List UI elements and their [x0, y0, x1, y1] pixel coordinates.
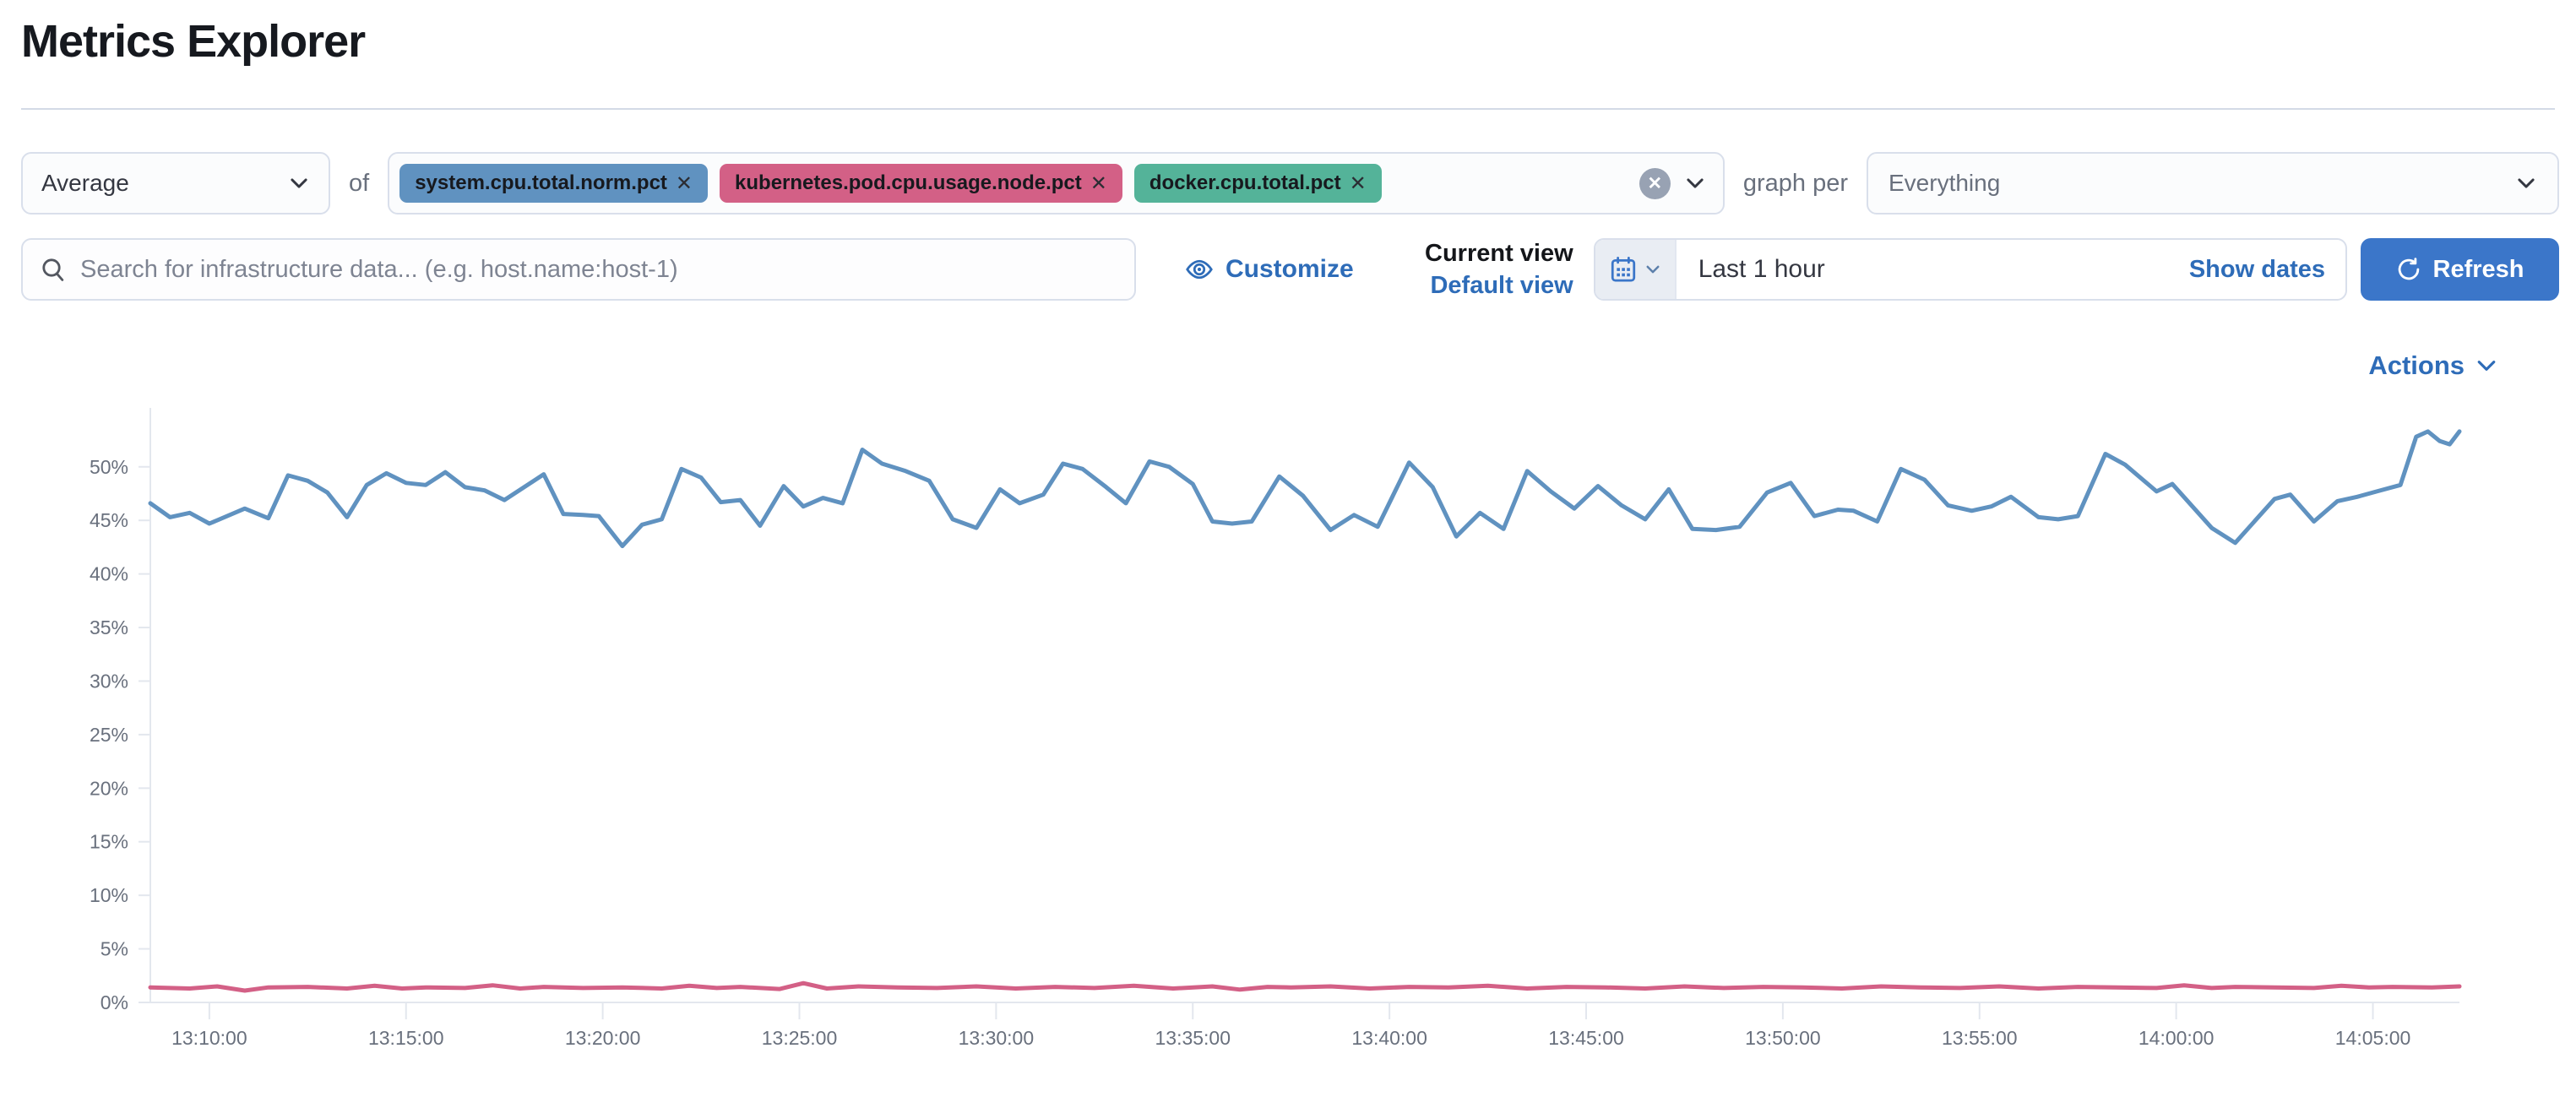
svg-text:0%: 0% — [101, 991, 128, 1013]
metric-tag-label: system.cpu.total.norm.pct — [415, 171, 667, 194]
svg-text:50%: 50% — [90, 455, 128, 477]
metrics-combobox[interactable]: system.cpu.total.norm.pct ✕ kubernetes.p… — [388, 152, 1725, 215]
svg-text:25%: 25% — [90, 723, 128, 745]
svg-text:13:40:00: 13:40:00 — [1351, 1027, 1427, 1049]
actions-label: Actions — [2368, 350, 2465, 380]
svg-text:13:15:00: 13:15:00 — [368, 1027, 444, 1049]
metric-tag[interactable]: system.cpu.total.norm.pct ✕ — [399, 164, 709, 203]
svg-text:35%: 35% — [90, 616, 128, 638]
chart-header: Actions — [0, 350, 2498, 388]
view-block: Current view Default view — [1391, 238, 1573, 301]
filter-toolbar: Search for infrastructure data... (e.g. … — [21, 238, 2559, 301]
svg-text:13:30:00: 13:30:00 — [959, 1027, 1035, 1049]
time-range-value[interactable]: Last 1 hour — [1698, 255, 1825, 284]
metric-tag[interactable]: kubernetes.pod.cpu.usage.node.pct ✕ — [720, 164, 1122, 203]
remove-metric-icon[interactable]: ✕ — [675, 171, 693, 195]
svg-text:20%: 20% — [90, 777, 128, 799]
group-by-select[interactable]: Everything — [1867, 152, 2559, 215]
customize-button[interactable]: Customize — [1185, 255, 1354, 284]
header-divider — [21, 108, 2555, 110]
chevron-down-icon — [2477, 360, 2496, 371]
svg-text:14:00:00: 14:00:00 — [2139, 1027, 2215, 1049]
page-header: Metrics Explorer — [0, 0, 2576, 110]
default-view-link[interactable]: Default view — [1430, 272, 1573, 300]
search-placeholder: Search for infrastructure data... (e.g. … — [80, 255, 678, 283]
svg-text:40%: 40% — [90, 562, 128, 584]
calendar-menu-button[interactable] — [1595, 240, 1677, 300]
aggregation-value: Average — [41, 170, 129, 196]
show-dates-button[interactable]: Show dates — [2188, 255, 2325, 283]
svg-text:14:05:00: 14:05:00 — [2335, 1027, 2411, 1049]
actions-menu-button[interactable]: Actions — [2368, 350, 2498, 381]
chevron-down-icon — [2518, 178, 2535, 188]
customize-label: Customize — [1226, 255, 1354, 284]
search-icon — [42, 258, 64, 282]
refresh-button[interactable]: Refresh — [2361, 238, 2559, 301]
current-view-label: Current view — [1425, 240, 1573, 267]
time-range-picker: Last 1 hour Show dates — [1593, 238, 2347, 301]
page-title: Metrics Explorer — [21, 16, 366, 67]
svg-text:30%: 30% — [90, 670, 128, 692]
calendar-icon — [1611, 257, 1635, 282]
chevron-down-icon[interactable] — [1684, 172, 1706, 194]
aggregation-select[interactable]: Average — [21, 152, 330, 215]
svg-text:13:35:00: 13:35:00 — [1155, 1027, 1231, 1049]
metric-tag[interactable]: docker.cpu.total.pct ✕ — [1133, 164, 1382, 203]
of-label: of — [349, 169, 370, 197]
chevron-down-icon — [291, 178, 307, 188]
svg-text:13:20:00: 13:20:00 — [565, 1027, 641, 1049]
metric-tag-label: kubernetes.pod.cpu.usage.node.pct — [735, 171, 1082, 194]
combobox-controls: ✕ — [1639, 167, 1706, 199]
graph-per-label: graph per — [1742, 169, 1848, 197]
svg-text:13:10:00: 13:10:00 — [171, 1027, 247, 1049]
metrics-chart[interactable]: 0% 5% 10% 15% 20% 25% 30% 35% 40% 45% 50% 13:10:00 1… — [0, 393, 2576, 1068]
svg-text:15%: 15% — [90, 830, 128, 852]
search-input[interactable]: Search for infrastructure data... (e.g. … — [21, 238, 1136, 301]
remove-metric-icon[interactable]: ✕ — [1349, 171, 1367, 195]
svg-text:13:25:00: 13:25:00 — [762, 1027, 838, 1049]
line-chart-canvas[interactable]: 0% 5% 10% 15% 20% 25% 30% 35% 40% 45% 50% 13:10:00 1… — [0, 393, 2576, 1068]
chevron-down-icon — [1646, 265, 1660, 274]
refresh-label: Refresh — [2432, 255, 2524, 283]
clear-metrics-icon[interactable]: ✕ — [1639, 167, 1671, 199]
group-by-value: Everything — [1889, 170, 2001, 196]
svg-text:13:55:00: 13:55:00 — [1942, 1027, 2018, 1049]
svg-text:13:50:00: 13:50:00 — [1745, 1027, 1821, 1049]
metric-toolbar: Average of system.cpu.total.norm.pct ✕ k… — [21, 152, 2559, 215]
svg-text:5%: 5% — [101, 937, 128, 959]
refresh-icon — [2398, 258, 2419, 280]
metric-tag-label: docker.cpu.total.pct — [1149, 171, 1341, 194]
svg-text:13:45:00: 13:45:00 — [1548, 1027, 1624, 1049]
remove-metric-icon[interactable]: ✕ — [1090, 171, 1107, 195]
eye-icon — [1186, 260, 1213, 280]
svg-text:45%: 45% — [90, 509, 128, 531]
svg-text:10%: 10% — [90, 884, 128, 906]
